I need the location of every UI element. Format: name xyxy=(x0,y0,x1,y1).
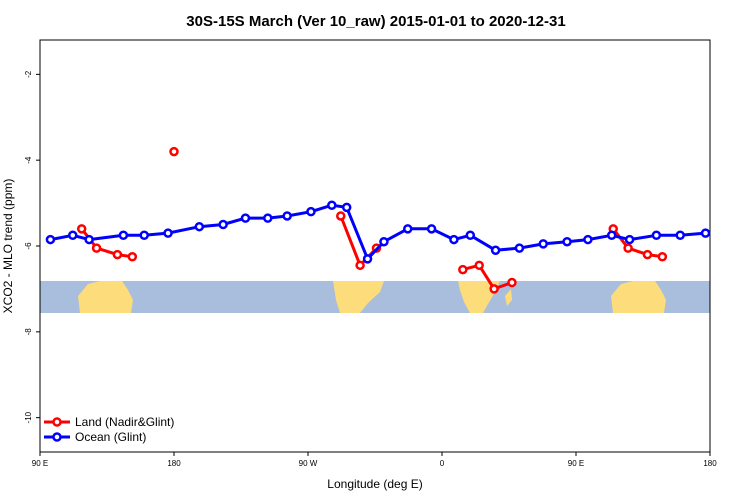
data-point xyxy=(426,224,437,234)
data-point xyxy=(45,234,56,245)
data-point xyxy=(474,260,484,271)
data-point xyxy=(651,230,662,241)
x-tick-label: 0 xyxy=(440,459,445,468)
data-point xyxy=(449,234,459,245)
data-point xyxy=(240,213,251,223)
data-point xyxy=(583,234,593,245)
legend-label: Land (Nadir&Glint) xyxy=(75,415,174,429)
x-tick-label: 90 W xyxy=(299,459,318,468)
y-axis: -2 -4 -6 -8 -10 xyxy=(24,70,40,423)
x-tick-label: 180 xyxy=(167,459,181,468)
x-axis: 90 E 180 90 W 0 90 E 180 xyxy=(32,452,717,468)
data-point xyxy=(327,200,337,210)
data-point xyxy=(507,277,517,288)
data-point xyxy=(562,236,572,247)
y-tick-label: -8 xyxy=(24,328,33,336)
map-background xyxy=(40,281,710,313)
data-point xyxy=(91,243,102,253)
y-tick-label: -4 xyxy=(24,156,33,164)
australia-land-left xyxy=(78,281,133,313)
data-point xyxy=(118,230,129,241)
x-tick-label: 180 xyxy=(703,459,717,468)
data-point xyxy=(127,251,138,262)
data-point xyxy=(700,228,711,238)
data-point xyxy=(84,234,94,245)
data-point xyxy=(379,236,389,247)
data-point xyxy=(163,228,173,238)
legend-label: Ocean (Glint) xyxy=(75,430,146,444)
data-point xyxy=(139,230,149,241)
data-point xyxy=(490,245,501,256)
series-layer xyxy=(45,146,711,294)
x-tick-label: 90 E xyxy=(32,459,48,468)
data-point xyxy=(218,219,228,230)
data-point xyxy=(76,224,87,234)
data-point xyxy=(263,213,273,223)
data-point xyxy=(306,206,316,217)
data-point xyxy=(642,249,653,260)
legend: Land (Nadir&Glint)Ocean (Glint) xyxy=(44,415,174,444)
data-point xyxy=(341,202,352,213)
series-land xyxy=(76,146,668,294)
data-point xyxy=(194,221,205,232)
data-point xyxy=(68,230,78,241)
legend-swatch-marker xyxy=(52,432,62,442)
data-point xyxy=(538,239,548,249)
chart-title: 30S-15S March (Ver 10_raw) 2015-01-01 to… xyxy=(186,13,565,30)
data-point xyxy=(623,243,633,253)
data-point xyxy=(355,260,365,271)
series-line xyxy=(462,263,513,291)
data-point xyxy=(624,234,635,245)
data-point xyxy=(336,211,346,221)
x-axis-label: Longitude (deg E) xyxy=(327,477,422,491)
data-point xyxy=(465,230,476,241)
australia-land-right xyxy=(611,281,666,313)
y-tick-label: -2 xyxy=(24,70,33,78)
data-point xyxy=(514,243,525,253)
data-point xyxy=(675,230,685,241)
legend-swatch-marker xyxy=(52,417,62,427)
data-point xyxy=(606,230,617,241)
data-point xyxy=(282,211,292,221)
data-point xyxy=(362,254,373,264)
data-point xyxy=(403,224,413,234)
data-point xyxy=(169,146,179,157)
y-tick-label: -6 xyxy=(24,242,33,250)
y-axis-label: XCO2 - MLO trend (ppm) xyxy=(1,179,15,314)
south-america-land xyxy=(333,281,384,313)
y-tick-label: -10 xyxy=(24,411,33,423)
data-point xyxy=(657,251,668,262)
data-point xyxy=(458,264,468,275)
series-ocean xyxy=(45,200,711,264)
madagascar-land xyxy=(505,289,512,306)
data-point xyxy=(112,249,123,260)
data-point xyxy=(489,284,499,294)
x-tick-label: 90 E xyxy=(568,459,584,468)
